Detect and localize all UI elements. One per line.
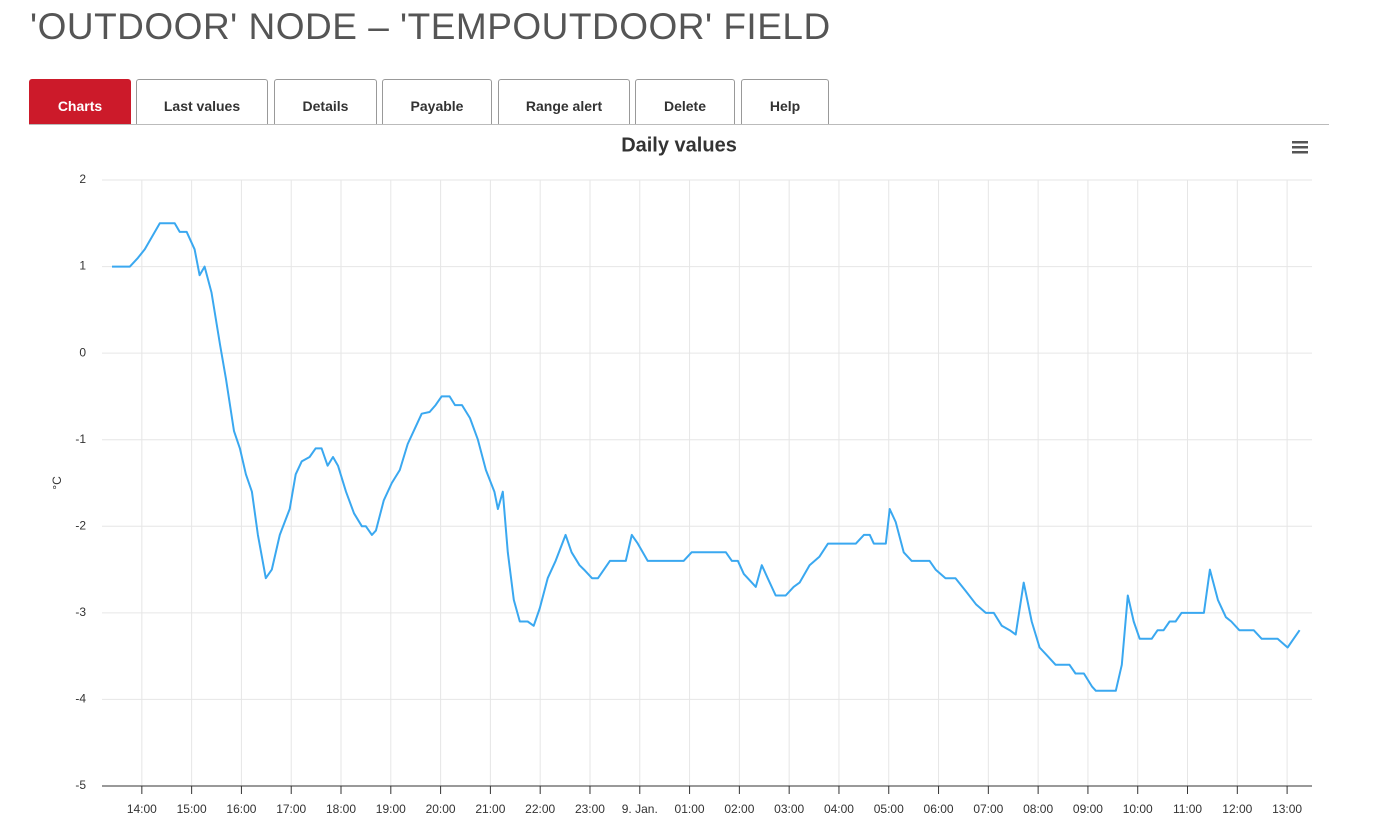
- y-tick-label: 0: [79, 345, 86, 359]
- x-tick-label: 9. Jan.: [622, 802, 658, 816]
- menu-icon-bar: [1292, 151, 1308, 154]
- y-tick-label: -5: [75, 778, 86, 792]
- page-title: 'OUTDOOR' NODE – 'TEMPOUTDOOR' FIELD: [30, 6, 831, 47]
- x-tick-label: 01:00: [675, 802, 705, 816]
- x-tick-label: 16:00: [226, 802, 256, 816]
- data-line: [112, 222, 1301, 692]
- x-tick-label: 21:00: [475, 802, 505, 816]
- menu-button[interactable]: [1290, 137, 1310, 157]
- x-tick-label: 19:00: [376, 802, 406, 816]
- tab-bar-line: [29, 124, 1329, 125]
- x-tick-label: 23:00: [575, 802, 605, 816]
- y-tick-label: 2: [79, 172, 86, 186]
- x-tick-label: 18:00: [326, 802, 356, 816]
- x-tick-label: 04:00: [824, 802, 854, 816]
- x-tick-label: 17:00: [276, 802, 306, 816]
- menu-icon-bar: [1292, 141, 1308, 144]
- x-tick-label: 09:00: [1073, 802, 1103, 816]
- y-tick-label: -4: [75, 692, 86, 706]
- x-tick-label: 13:00: [1272, 802, 1302, 816]
- x-tick-label: 12:00: [1222, 802, 1252, 816]
- x-tick-label: 10:00: [1123, 802, 1153, 816]
- x-tick-label: 06:00: [924, 802, 954, 816]
- x-tick-label: 02:00: [724, 802, 754, 816]
- menu-icon-bar: [1292, 146, 1308, 149]
- x-tick-label: 05:00: [874, 802, 904, 816]
- x-tick-label: 07:00: [973, 802, 1003, 816]
- tab[interactable]: Details: [274, 79, 377, 124]
- y-tick-label: 1: [79, 259, 86, 273]
- tab[interactable]: Last values: [136, 79, 268, 124]
- y-axis-label: °C: [50, 476, 64, 490]
- x-tick-label: 11:00: [1173, 802, 1202, 816]
- y-tick-label: -3: [75, 605, 86, 619]
- x-tick-label: 15:00: [177, 802, 207, 816]
- y-tick-label: -1: [75, 432, 86, 446]
- tab[interactable]: Payable: [382, 79, 492, 124]
- tab[interactable]: Help: [741, 79, 829, 124]
- x-tick-label: 08:00: [1023, 802, 1053, 816]
- chart-title: Daily values: [621, 134, 737, 156]
- tab[interactable]: Charts: [29, 79, 131, 124]
- x-tick-label: 14:00: [127, 802, 157, 816]
- y-tick-label: -2: [75, 518, 86, 532]
- tab[interactable]: Range alert: [498, 79, 630, 124]
- x-tick-label: 03:00: [774, 802, 804, 816]
- tab[interactable]: Delete: [635, 79, 735, 124]
- x-tick-label: 22:00: [525, 802, 555, 816]
- x-tick-label: 20:00: [426, 802, 456, 816]
